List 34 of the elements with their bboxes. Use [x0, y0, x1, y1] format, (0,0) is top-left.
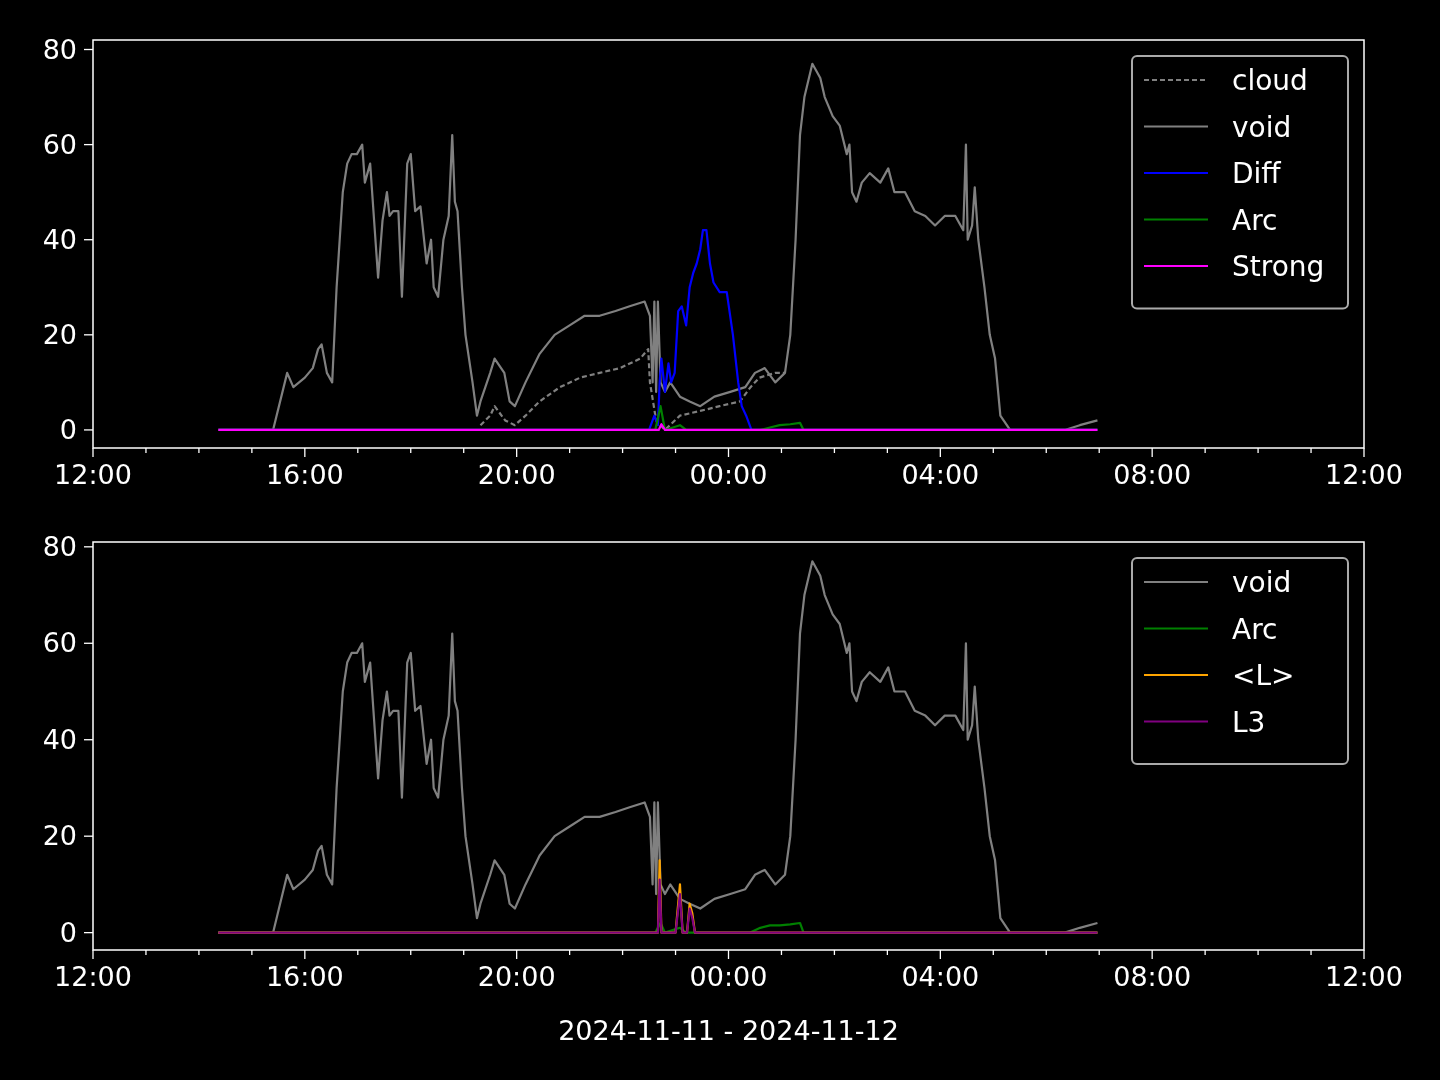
y-tick-label: 40 [42, 223, 77, 255]
x-tick-label: 20:00 [477, 961, 556, 992]
y-tick-label: 60 [42, 627, 77, 659]
y-tick-label: 80 [42, 530, 77, 562]
legend-label: void [1232, 566, 1292, 599]
y-tick-label: 0 [59, 413, 77, 445]
x-tick-label: 12:00 [1325, 459, 1403, 490]
legend-label: <L> [1232, 659, 1295, 692]
x-tick-label: 16:00 [265, 459, 344, 490]
x-tick-label: 08:00 [1113, 961, 1192, 992]
legend-label: Arc [1232, 612, 1278, 646]
x-tick-label: 12:00 [54, 459, 132, 490]
y-tick-label: 60 [42, 128, 77, 160]
x-tick-label: 04:00 [901, 459, 980, 490]
y-tick-label: 40 [42, 723, 77, 755]
x-tick-label: 00:00 [689, 961, 768, 992]
x-tick-label: 16:00 [265, 961, 344, 992]
y-tick-label: 0 [59, 916, 77, 948]
x-tick-label: 12:00 [54, 961, 132, 992]
x-tick-label: 12:00 [1325, 961, 1403, 992]
legend-label: void [1232, 110, 1292, 144]
x-tick-label: 04:00 [901, 961, 980, 992]
x-tick-label: 00:00 [689, 459, 768, 490]
x-tick-label: 08:00 [1113, 459, 1192, 490]
x-tick-label: 20:00 [477, 459, 556, 490]
legend-label: L3 [1232, 705, 1266, 739]
legend-label: Arc [1232, 203, 1278, 237]
y-tick-label: 20 [42, 820, 77, 852]
legend-label: cloud [1232, 64, 1308, 97]
y-tick-label: 20 [42, 318, 77, 350]
y-tick-label: 80 [42, 33, 77, 65]
legend-label: Strong [1232, 250, 1325, 283]
legend-label: Diff [1232, 157, 1282, 190]
x-axis-title: 2024-11-11 - 2024-11-12 [558, 1015, 899, 1046]
